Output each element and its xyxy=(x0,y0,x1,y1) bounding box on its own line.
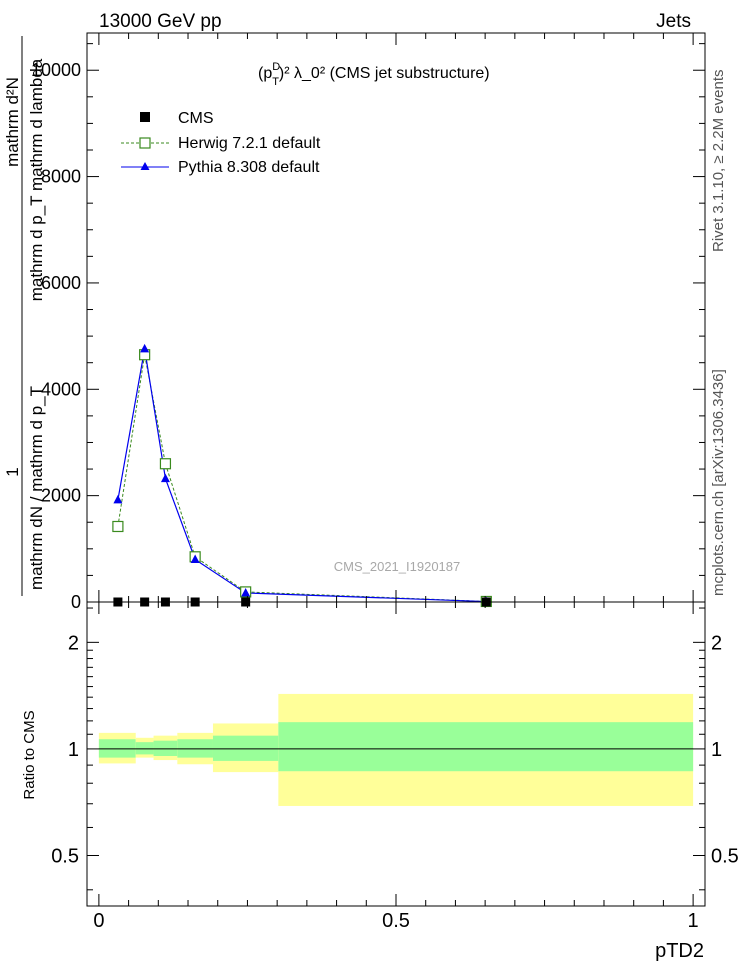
pythia-point xyxy=(113,494,123,504)
ylabel-d2n: mathrm d²N xyxy=(3,77,22,167)
ratio-inner-band xyxy=(135,742,154,755)
ylabel-denominator: mathrm dN / mathrm d p_T xyxy=(27,386,46,590)
pythia-point xyxy=(140,343,150,353)
legend-cms-marker xyxy=(140,112,150,122)
plot-title: (pD T)² λ_0² (CMS jet substructure) xyxy=(258,61,490,88)
legend-cms-label: CMS xyxy=(178,110,214,127)
ratio-y-tick-label-right: 2 xyxy=(711,632,722,654)
y-tick-label: 10000 xyxy=(31,60,81,80)
y-tick-label: 4000 xyxy=(41,379,81,399)
y-tick-label: 6000 xyxy=(41,273,81,293)
ratio-y-tick-label-right: 0.5 xyxy=(711,845,739,867)
ratio-inner-band xyxy=(212,735,279,761)
ratio-ticks: 0.5 0.5 1 1 2 2 0 0.5 1 xyxy=(51,602,739,932)
legend: CMS Herwig 7.2.1 default Pythia 8.308 de… xyxy=(121,110,321,176)
rivet-label: Rivet 3.1.10, ≥ 2.2M events xyxy=(710,70,727,253)
ylabel-one: 1 xyxy=(3,467,22,476)
main-ylabel: 1 mathrm d²N mathrm d p_T mathrm d lambd… xyxy=(3,36,46,596)
y-tick-label: 8000 xyxy=(41,167,81,187)
ratio-y-tick-label: 1 xyxy=(68,739,79,761)
title-p: (p xyxy=(258,65,272,82)
y-tick-label: 0 xyxy=(71,592,81,612)
x-tick-label: 1 xyxy=(688,910,699,932)
legend-pythia-marker xyxy=(140,162,150,170)
mcplots-label: mcplots.cern.ch [arXiv:1306.3436] xyxy=(710,369,727,596)
x-tick-label: 0 xyxy=(93,910,104,932)
pythia-line xyxy=(117,348,487,603)
ratio-y-tick-label: 0.5 xyxy=(51,845,79,867)
legend-pythia-label: Pythia 8.308 default xyxy=(178,159,320,176)
herwig-point xyxy=(159,458,172,470)
ratio-y-tick-label-right: 1 xyxy=(711,739,722,761)
pythia-point xyxy=(190,554,200,563)
watermark: CMS_2021_I1920187 xyxy=(334,559,461,574)
header-left: 13000 GeV pp xyxy=(99,11,222,32)
legend-herwig-label: Herwig 7.2.1 default xyxy=(178,135,321,152)
x-tick-label: 0.5 xyxy=(382,910,410,932)
main-plot: 0 2000 4000 6000 8000 10000 CMS_2021_I1920187… xyxy=(3,32,706,612)
ratio-inner-band xyxy=(278,722,694,772)
y-tick-label: 2000 xyxy=(41,486,81,506)
title-sub-t: T xyxy=(272,76,279,88)
ratio-bands-layer xyxy=(98,693,694,806)
ratio-y-tick-label: 2 xyxy=(68,632,79,654)
ratio-inner-band xyxy=(153,740,178,756)
title-rest: )² λ_0² (CMS jet substructure) xyxy=(279,65,490,82)
legend-herwig-marker xyxy=(139,137,151,149)
ratio-ylabel: Ratio to CMS xyxy=(21,710,38,799)
header-right: Jets xyxy=(656,11,691,32)
herwig-point xyxy=(112,520,124,533)
title-sup-d: D xyxy=(272,61,280,73)
pythia-point xyxy=(160,473,170,483)
x-axis-label: pTD2 xyxy=(655,940,704,962)
main-ticks: 0 2000 4000 6000 8000 10000 xyxy=(31,33,705,612)
pythia-point xyxy=(241,587,251,597)
ylabel-dpt-dlambda: mathrm d p_T mathrm d lambda xyxy=(27,58,46,301)
ratio-plot: 0.5 0.5 1 1 2 2 0 0.5 1 Ratio to CMS pTD2 xyxy=(21,601,739,962)
